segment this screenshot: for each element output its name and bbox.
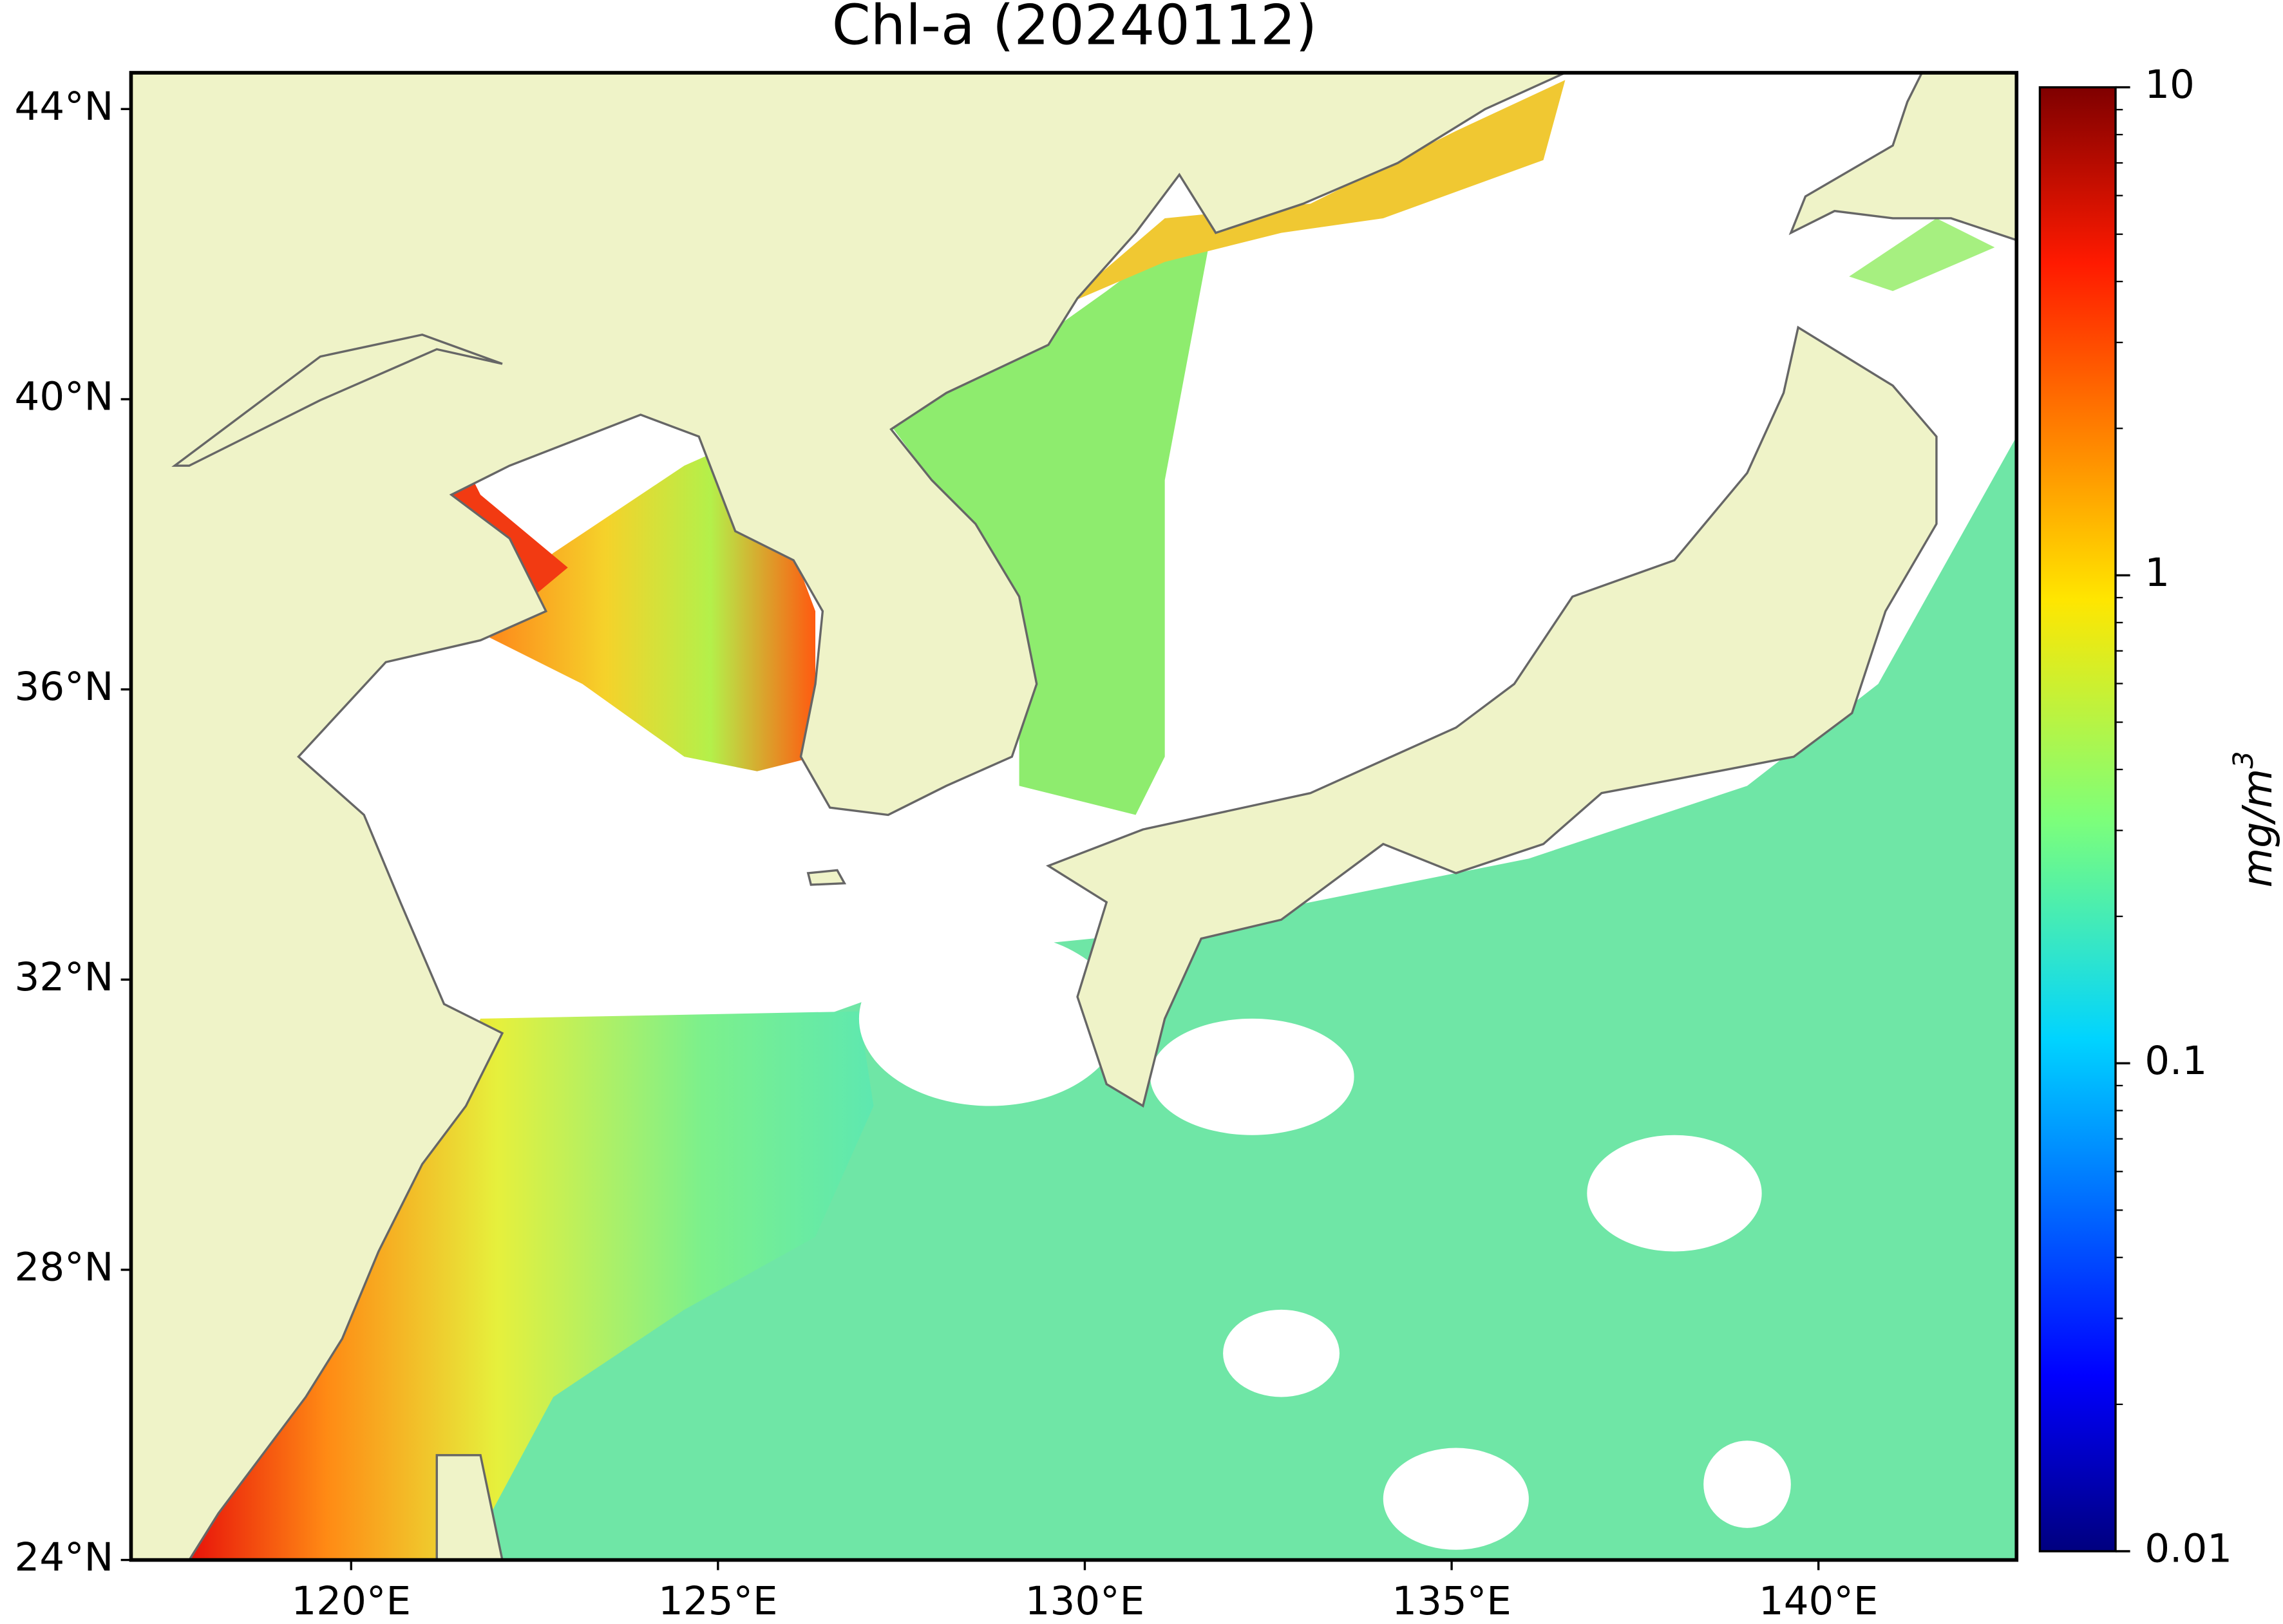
colorbar-tick-label: 0.01 <box>2145 1526 2232 1572</box>
map-frame <box>129 71 2019 1562</box>
map-area <box>131 72 2017 1560</box>
lat-tick-label: 40°N <box>15 374 114 420</box>
colorbar-tick-label: 1 <box>2145 550 2170 596</box>
lon-tick-label: 130°E <box>1025 1578 1145 1624</box>
lon-tick-label: 120°E <box>291 1578 411 1624</box>
lon-tick-label: 140°E <box>1759 1578 1879 1624</box>
colorbar-label: mg/m3 <box>2228 751 2281 887</box>
lon-tick-label: 135°E <box>1392 1578 1511 1624</box>
lat-tick-label: 28°N <box>15 1245 114 1290</box>
lat-tick-label: 24°N <box>15 1534 114 1580</box>
lat-tick-label: 44°N <box>15 84 114 129</box>
chl-field <box>888 247 1209 815</box>
colorbar-tick-label: 10 <box>2145 62 2195 108</box>
lat-tick-label: 32°N <box>15 954 114 1000</box>
chl-field <box>466 436 2017 1560</box>
lat-tick-label: 36°N <box>15 664 114 710</box>
colorbar <box>2038 86 2117 1553</box>
chl-field <box>1063 80 1566 306</box>
chl-field <box>466 436 816 771</box>
land <box>131 72 2017 1560</box>
chl-field <box>1849 218 1995 291</box>
chl-field <box>189 1011 874 1560</box>
cloud-gaps <box>858 931 1791 1550</box>
map-title: Chl-a (20240112) <box>832 0 1317 58</box>
colorbar-tick-label: 0.1 <box>2145 1038 2207 1084</box>
lon-tick-label: 125°E <box>658 1578 778 1624</box>
